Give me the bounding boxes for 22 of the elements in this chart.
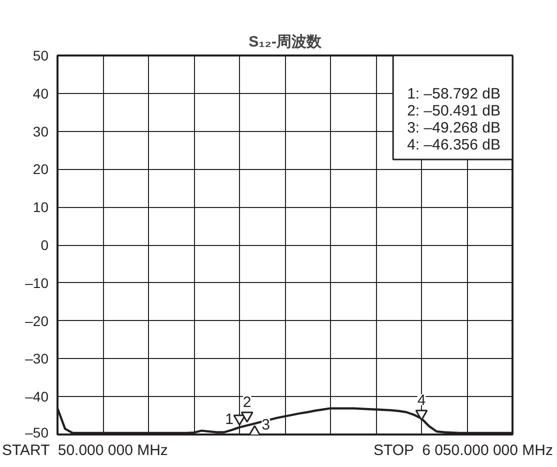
y-tick-label: 10 — [32, 199, 49, 216]
series-label: 4 — [417, 392, 426, 410]
y-tick-label: 0 — [40, 237, 49, 253]
annotation: 3: –49.268 dB — [407, 120, 501, 136]
y-tick-label: 40 — [32, 85, 49, 102]
text: STOP 6 050.000 000 MHz — [373, 441, 553, 461]
annotation: 4: –46.356 dB — [407, 136, 501, 154]
text: START 50.000 000 MHz — [2, 441, 168, 461]
y-tick-label: 30 — [32, 123, 49, 140]
y-tick-label: –50 — [25, 424, 49, 440]
y-tick-label: 20 — [32, 161, 49, 178]
y-tick-label: –10 — [25, 274, 49, 291]
y-tick-label: –20 — [25, 312, 49, 329]
annotation: 1: –58.792 dB — [407, 86, 501, 102]
annotation: 2: –50.491 dB — [407, 102, 501, 120]
y-tick-label: 50 — [32, 48, 49, 64]
series-label: 1 — [225, 411, 234, 428]
series-label: 2 — [242, 394, 252, 412]
series-label: 3 — [262, 416, 270, 434]
y-tick-label: –30 — [25, 350, 49, 367]
chart-title: S₁₂-周波数 — [248, 34, 322, 50]
y-tick-label: –40 — [25, 388, 49, 405]
